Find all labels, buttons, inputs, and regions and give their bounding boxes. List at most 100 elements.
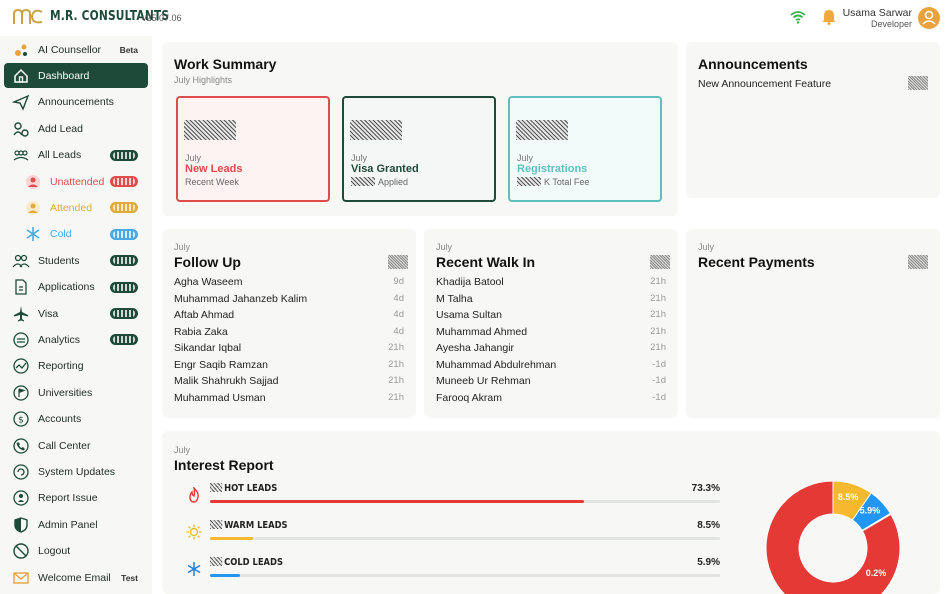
interest-percent: 8.5%	[697, 520, 720, 531]
attended-icon	[24, 199, 42, 217]
flag-icon	[12, 384, 30, 402]
stat-name: New Leads	[185, 163, 243, 175]
sidebar-item-universities[interactable]: Universities	[4, 380, 148, 405]
donut-label: 8.5%	[838, 492, 859, 502]
sidebar-item-ai-counsellor[interactable]: AI Counsellor Beta	[4, 37, 148, 62]
list-item[interactable]: Farooq Akram -1d	[436, 392, 666, 408]
sidebar-item-label: System Updates	[38, 465, 116, 478]
list-item[interactable]: M Talha 21h	[436, 293, 666, 309]
sidebar-item-report-issue[interactable]: Report Issue	[4, 486, 148, 511]
sidebar-item-accounts[interactable]: $ Accounts	[4, 407, 148, 432]
sidebar-item-system-updates[interactable]: System Updates	[4, 459, 148, 484]
qr-placeholder-icon	[350, 120, 402, 140]
qr-placeholder-icon	[184, 120, 236, 140]
user-name[interactable]: Usama Sarwar	[842, 7, 912, 19]
reporting-icon	[12, 357, 30, 375]
list-item-time: 21h	[388, 391, 404, 403]
list-item[interactable]: Agha Waseem 9d	[174, 276, 404, 292]
brand-name: M.R. CONSULTANTS	[50, 9, 170, 24]
sidebar-item-cold[interactable]: Cold	[4, 222, 148, 247]
list-item[interactable]: Khadija Batool 21h	[436, 276, 666, 292]
interest-label: HOT LEADS	[210, 483, 277, 494]
count-badge	[110, 308, 138, 319]
shield-icon	[12, 516, 30, 534]
list-item[interactable]: Rabia Zaka 4d	[174, 326, 404, 342]
announcement-item[interactable]: New Announcement Feature	[698, 78, 832, 90]
sidebar-item-students[interactable]: Students	[4, 248, 148, 273]
snowflake-icon	[187, 562, 201, 576]
interest-donut-chart: 73.3%8.5%5.9%0.2%	[765, 480, 901, 594]
sidebar-item-all-leads[interactable]: All Leads	[4, 143, 148, 168]
sidebar-item-label: Students	[38, 254, 80, 267]
sidebar-item-label: Logout	[38, 545, 71, 558]
sidebar-item-add-lead[interactable]: Add Lead	[4, 116, 148, 141]
interest-percent: 73.3%	[691, 483, 720, 494]
list-item[interactable]: Muhammad Abdulrehman -1d	[436, 359, 666, 375]
interest-progress-fill	[210, 500, 584, 503]
sidebar-item-dashboard[interactable]: Dashboard	[4, 63, 148, 89]
unattended-icon	[24, 173, 42, 191]
list-item[interactable]: Aftab Ahmad 4d	[174, 309, 404, 325]
qr-placeholder-icon	[516, 120, 568, 140]
count-badge	[110, 228, 138, 240]
sidebar-item-welcome-email[interactable]: Welcome Email Test	[4, 565, 148, 590]
walk-in-title: Recent Walk In	[436, 254, 536, 270]
sidebar-item-label: Call Center	[38, 439, 91, 452]
list-item[interactable]: Engr Saqib Ramzan 21h	[174, 359, 404, 375]
sidebar-item-attended[interactable]: Attended	[4, 195, 148, 220]
interest-progress-fill	[210, 574, 241, 577]
sidebar-item-reporting[interactable]: Reporting	[4, 354, 148, 379]
sidebar-item-label: Attended	[50, 201, 93, 214]
user-avatar[interactable]	[918, 7, 940, 29]
wifi-icon[interactable]	[790, 10, 806, 24]
sidebar-item-logout[interactable]: Logout	[4, 539, 148, 564]
list-item-name: Muneeb Ur Rehman	[436, 375, 531, 387]
stat-month: July	[351, 153, 368, 163]
list-item[interactable]: Muhammad Jahanzeb Kalim 4d	[174, 293, 404, 309]
list-item-time: 4d	[393, 292, 404, 304]
work-summary-card: Work Summary July Highlights July New Lea…	[162, 42, 678, 216]
interest-progress-fill	[210, 537, 254, 540]
list-item[interactable]: Ayesha Jahangir 21h	[436, 342, 666, 358]
mail-icon	[12, 569, 30, 587]
donut-slice[interactable]	[765, 480, 901, 594]
list-item-time: 4d	[393, 325, 404, 337]
sidebar-item-unattended[interactable]: Unattended	[4, 169, 148, 194]
list-item[interactable]: Muhammad Ahmed 21h	[436, 326, 666, 342]
sidebar-item-analytics[interactable]: Analytics	[4, 327, 148, 352]
list-item-time: 21h	[650, 292, 666, 304]
document-icon	[12, 278, 30, 296]
interest-title: Interest Report	[174, 457, 274, 473]
payments-title: Recent Payments	[698, 254, 815, 270]
add-lead-icon	[12, 120, 30, 138]
interest-report-card: July Interest Report HOT LEADS 73.3% WARM …	[162, 431, 940, 594]
list-item[interactable]: Muneeb Ur Rehman -1d	[436, 375, 666, 391]
list-item-name: Sikandar Iqbal	[174, 342, 242, 354]
qr-placeholder-icon	[517, 177, 541, 186]
stat-card-registrations[interactable]: July Registrations K Total Fee	[508, 96, 662, 202]
notification-bell-icon[interactable]	[822, 9, 836, 25]
analytics-icon	[12, 331, 30, 349]
list-item[interactable]: Muhammad Usman 21h	[174, 392, 404, 408]
stat-card-new-leads[interactable]: July New Leads Recent Week	[176, 96, 330, 202]
sidebar-item-label: Dashboard	[38, 69, 90, 82]
stat-card-visa-granted[interactable]: July Visa Granted Applied	[342, 96, 496, 202]
sidebar-item-call-center[interactable]: Call Center	[4, 433, 148, 458]
stat-month: July	[185, 153, 202, 163]
sidebar-item-admin-panel[interactable]: Admin Panel	[4, 512, 148, 537]
count-badge	[110, 334, 138, 346]
sidebar-item-applications[interactable]: Applications	[4, 275, 148, 300]
list-item[interactable]: Sikandar Iqbal 21h	[174, 342, 404, 358]
sidebar-item-visa[interactable]: Visa	[4, 301, 148, 326]
list-item[interactable]: Usama Sultan 21h	[436, 309, 666, 325]
qr-placeholder-icon	[210, 483, 223, 492]
announcements-card: Announcements New Announcement Feature	[686, 42, 940, 198]
list-item-name: Engr Saqib Ramzan	[174, 358, 268, 371]
sidebar-item-announcements[interactable]: Announcements	[4, 90, 148, 115]
list-item[interactable]: Malik Shahrukh Sajjad 21h	[174, 375, 404, 391]
count-badge	[110, 149, 138, 161]
list-item-name: Rabia Zaka	[174, 325, 228, 338]
sidebar-item-label: Welcome Email	[38, 571, 111, 584]
donut-slice[interactable]	[861, 512, 892, 532]
feature-tag: Test	[121, 573, 138, 583]
